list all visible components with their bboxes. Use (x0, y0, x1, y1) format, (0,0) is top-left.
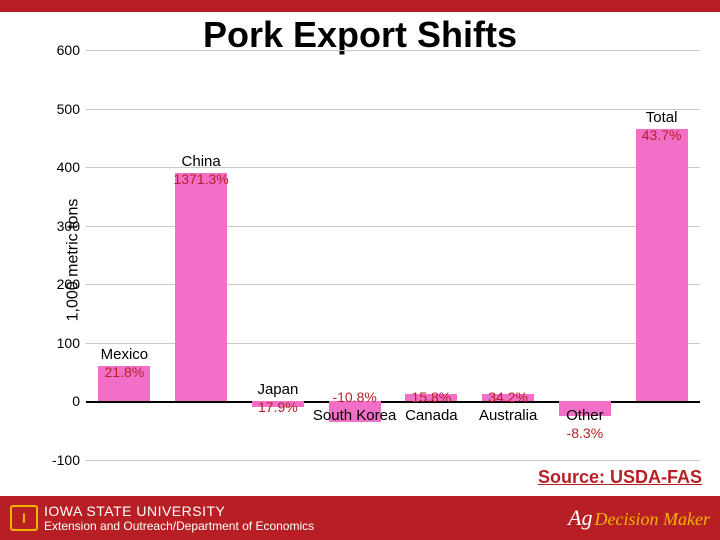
university-name: IOWA STATE UNIVERSITY (44, 503, 314, 519)
gridline (86, 50, 700, 51)
gridline (86, 167, 700, 168)
department-name: Extension and Outreach/Department of Eco… (44, 519, 314, 533)
y-tick-label: -100 (52, 452, 80, 468)
bar (636, 129, 688, 401)
y-tick-label: 300 (57, 218, 80, 234)
isu-text-block: IOWA STATE UNIVERSITY Extension and Outr… (44, 503, 314, 533)
category-label: Mexico (101, 346, 149, 363)
y-tick-label: 0 (72, 393, 80, 409)
percent-label: 21.8% (105, 364, 145, 380)
plot-region: -1000100200300400500600Mexico21.8%China1… (86, 50, 700, 460)
isu-logo: I IOWA STATE UNIVERSITY Extension and Ou… (10, 503, 314, 533)
footer-left: I IOWA STATE UNIVERSITY Extension and Ou… (10, 503, 314, 533)
isu-mark-icon: I (10, 505, 38, 531)
percent-label: -8.3% (567, 425, 604, 441)
gridline (86, 460, 700, 461)
chart-area: 1,000 metric tons -100010020030040050060… (30, 50, 700, 470)
y-tick-label: 100 (57, 335, 80, 351)
slide: Pork Export Shifts 1,000 metric tons -10… (0, 0, 720, 540)
category-label: Canada (405, 407, 458, 424)
gridline (86, 109, 700, 110)
bar (175, 173, 227, 401)
brand-ag: Ag (568, 505, 592, 531)
percent-label: 1371.3% (173, 171, 228, 187)
category-label: China (182, 153, 221, 170)
percent-label: 15.8% (412, 389, 452, 405)
category-label: Total (646, 109, 678, 126)
y-tick-label: 200 (57, 276, 80, 292)
category-label: Other (566, 407, 604, 424)
y-tick-label: 500 (57, 101, 80, 117)
percent-label: 17.9% (258, 399, 298, 415)
y-tick-label: 600 (57, 42, 80, 58)
source-citation: Source: USDA-FAS (538, 467, 702, 488)
ag-decision-maker-logo: Ag Decision Maker (568, 505, 710, 531)
category-label: Australia (479, 407, 537, 424)
y-tick-label: 400 (57, 159, 80, 175)
percent-label: 43.7% (642, 127, 682, 143)
category-label: South Korea (313, 407, 396, 424)
category-label: Japan (257, 381, 298, 398)
percent-label: 34.2% (488, 389, 528, 405)
top-accent-bar (0, 0, 720, 12)
percent-label: -10.8% (332, 389, 376, 405)
brand-rest: Decision Maker (595, 509, 710, 530)
footer: I IOWA STATE UNIVERSITY Extension and Ou… (0, 496, 720, 540)
